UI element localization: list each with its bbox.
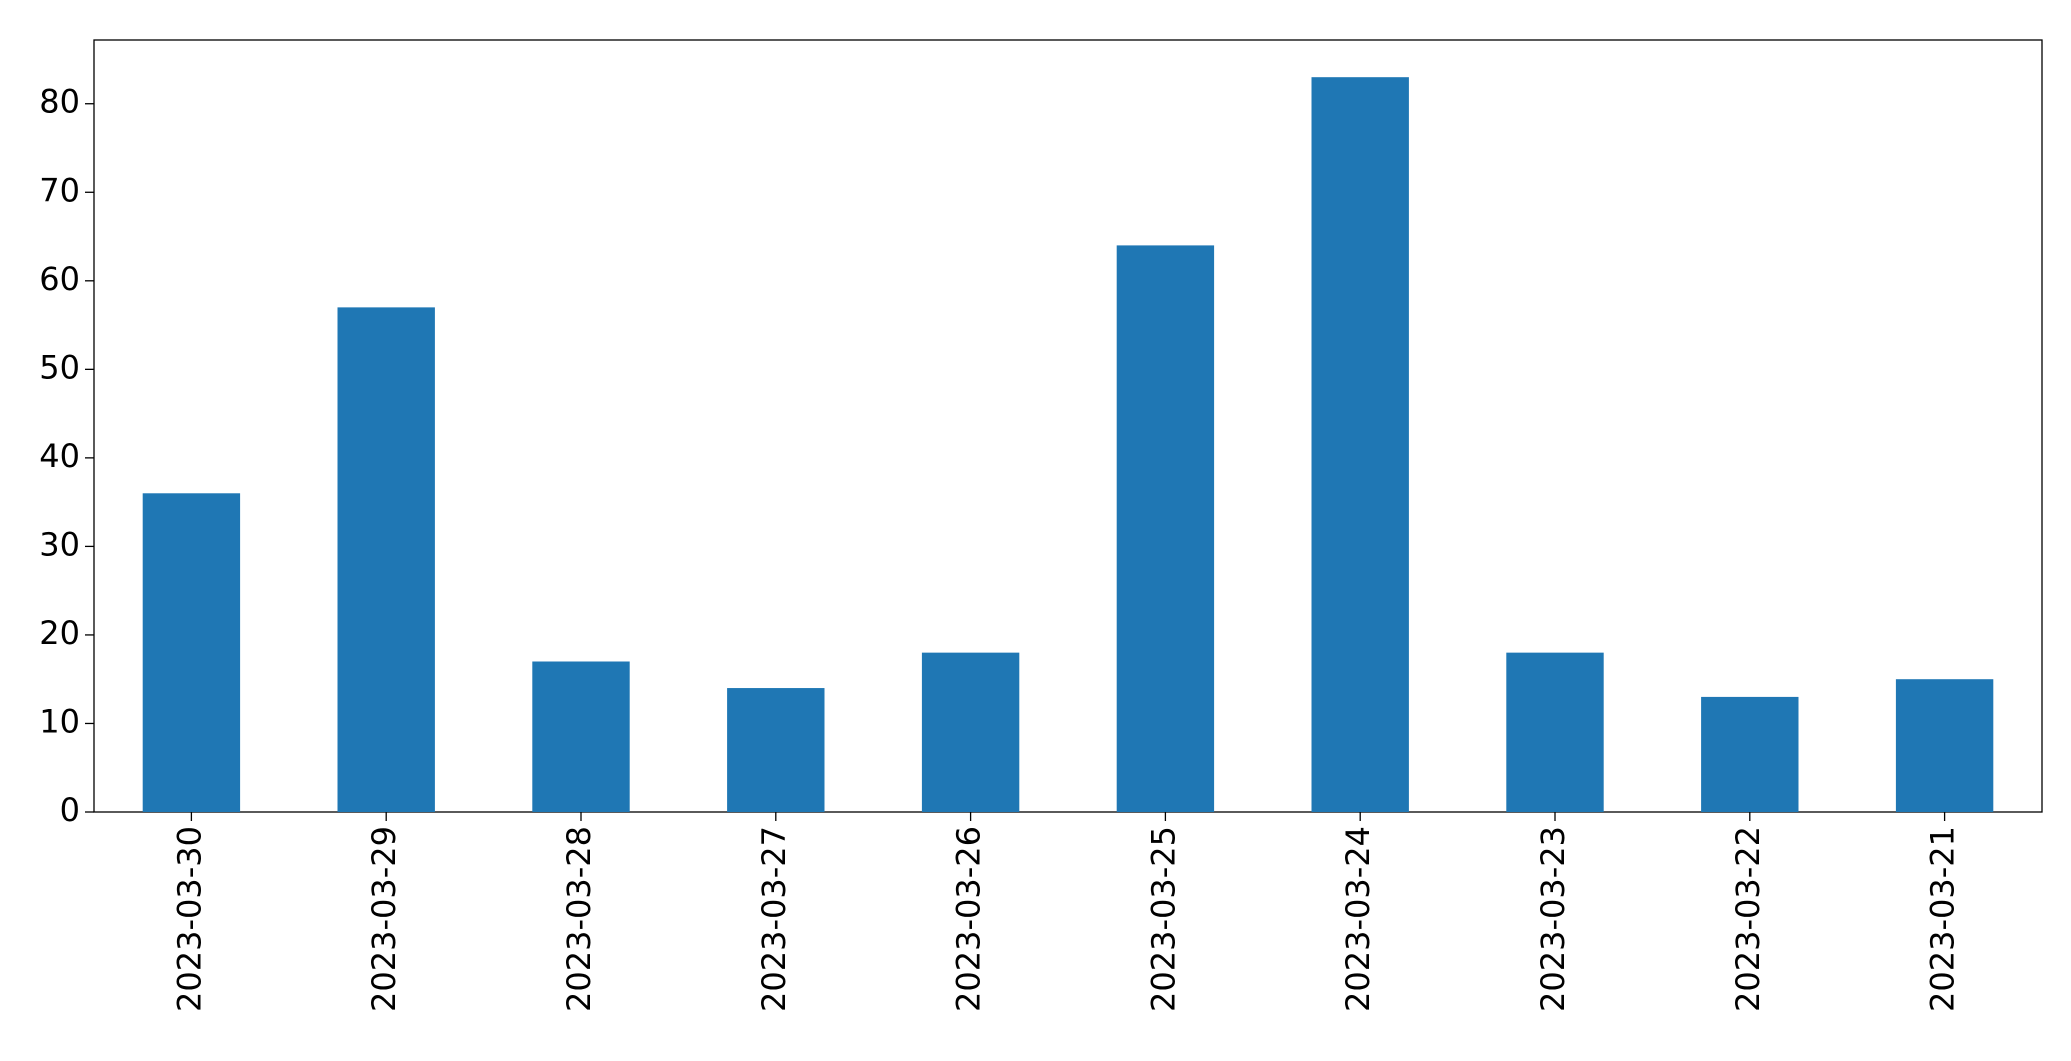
x-tick-label: 2023-03-29 (365, 826, 403, 1012)
x-tick-label: 2023-03-27 (755, 826, 793, 1012)
bar (532, 661, 630, 812)
bar (1311, 77, 1409, 813)
y-tick-label: 40 (39, 437, 80, 475)
y-tick-label: 50 (39, 348, 80, 386)
x-tick-label: 2023-03-25 (1144, 826, 1182, 1012)
x-tick-label: 2023-03-21 (1924, 826, 1962, 1012)
y-tick-label: 30 (39, 525, 80, 563)
x-tick-label: 2023-03-30 (170, 826, 208, 1012)
y-tick-label: 0 (60, 791, 80, 829)
bar (727, 688, 825, 812)
y-tick-label: 20 (39, 614, 80, 652)
bar (1116, 245, 1215, 812)
y-tick-label: 80 (39, 83, 80, 121)
x-tick-label: 2023-03-23 (1534, 826, 1572, 1012)
bar (337, 307, 435, 812)
bar (1701, 696, 1799, 812)
x-tick-label: 2023-03-26 (950, 826, 988, 1012)
x-tick-label: 2023-03-22 (1729, 826, 1767, 1012)
y-tick-label: 60 (39, 260, 80, 298)
y-tick-label: 70 (39, 171, 80, 209)
x-tick-label: 2023-03-28 (560, 826, 598, 1012)
bar (921, 652, 1020, 812)
bar (1895, 679, 1994, 812)
x-tick-label: 2023-03-24 (1339, 826, 1377, 1012)
y-tick-label: 10 (39, 702, 80, 740)
bar (1506, 652, 1604, 812)
bar (142, 493, 241, 812)
plot-frame (93, 39, 2043, 813)
